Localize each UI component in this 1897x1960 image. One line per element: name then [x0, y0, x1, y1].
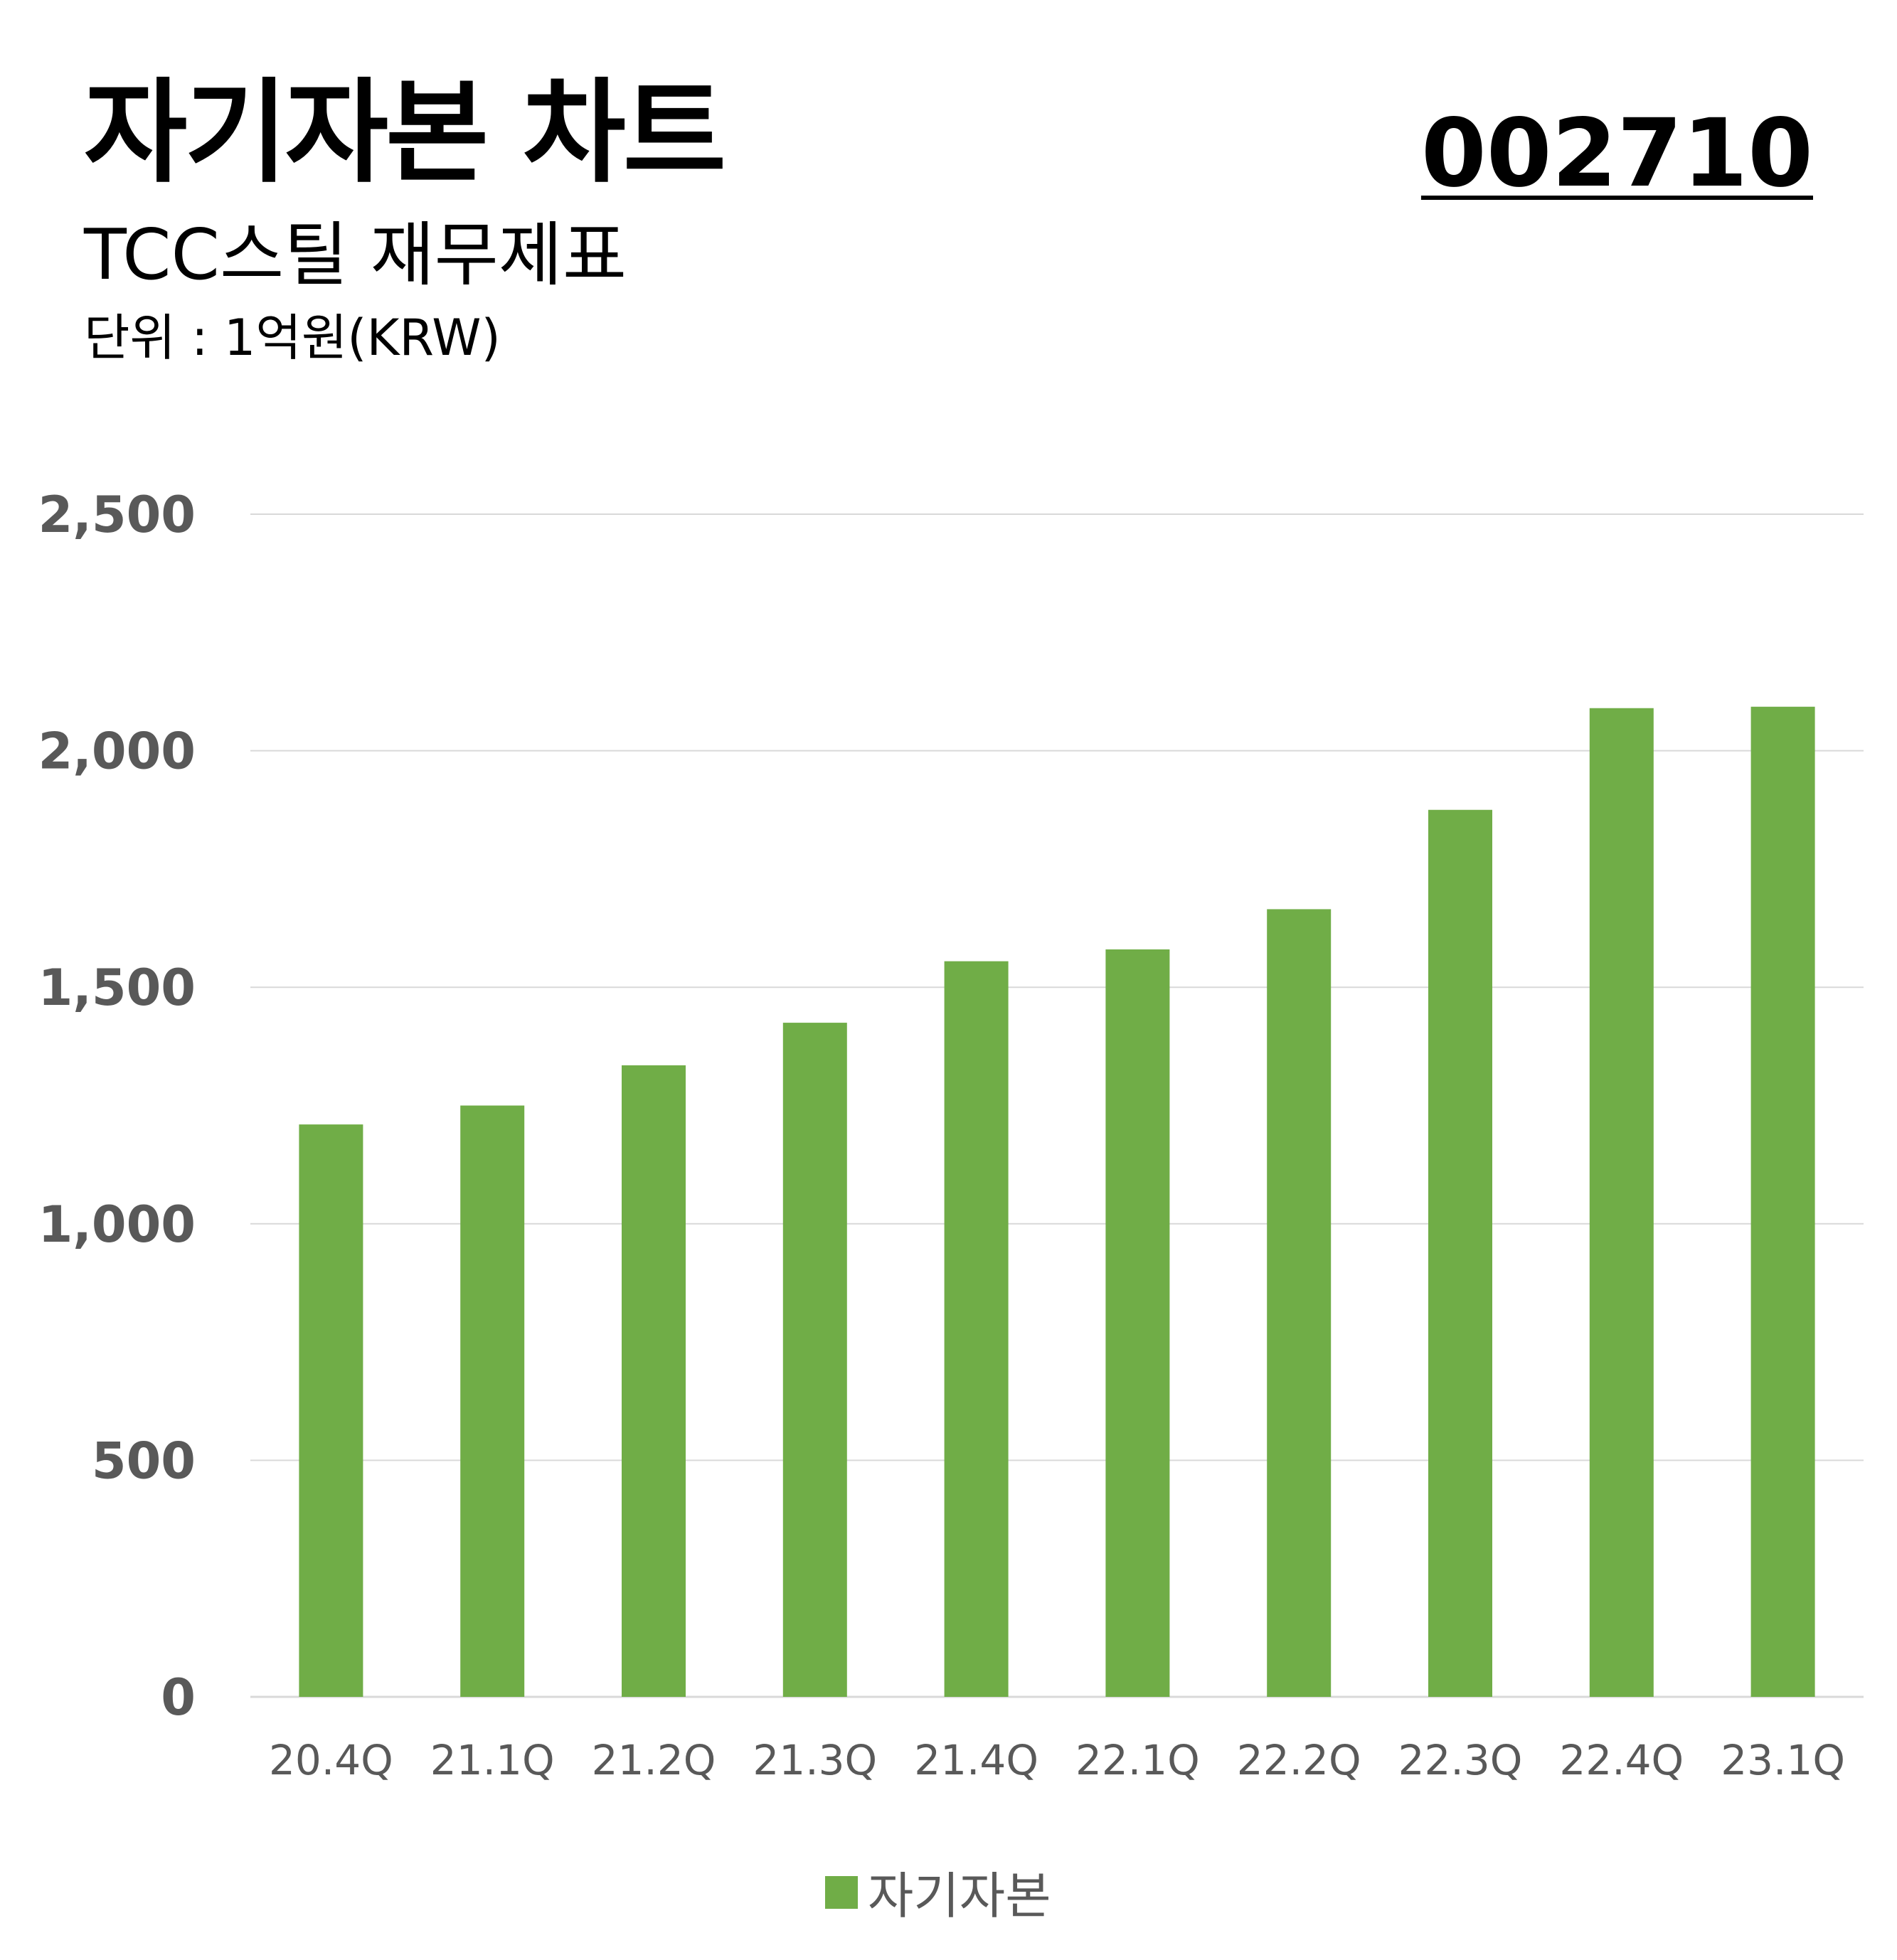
bar-21.2Q [622, 1065, 686, 1697]
x-tick-label: 22.1Q [1075, 1736, 1200, 1784]
legend-swatch [825, 1875, 858, 1909]
y-tick-label: 1,500 [38, 959, 196, 1017]
x-tick-label: 22.3Q [1398, 1736, 1523, 1784]
y-tick-label: 500 [92, 1432, 196, 1490]
bar-21.1Q [460, 1105, 525, 1697]
y-tick-label: 0 [161, 1668, 196, 1727]
bar-22.1Q [1105, 949, 1170, 1697]
x-tick-label: 21.2Q [592, 1736, 716, 1784]
stock-code: 002710 [1420, 99, 1813, 208]
legend-label: 자기자본 [868, 1867, 1051, 1925]
bar-22.2Q [1267, 909, 1332, 1697]
y-tick-label: 2,000 [38, 723, 196, 781]
bar-21.4Q [944, 961, 1009, 1697]
bar-21.3Q [782, 1023, 847, 1697]
y-tick-label: 1,000 [38, 1195, 196, 1254]
x-tick-label: 21.1Q [430, 1736, 555, 1784]
unit-label: 단위 : 1억원(KRW) [84, 309, 501, 367]
x-tick-label: 22.2Q [1237, 1736, 1361, 1784]
x-tick-label: 21.3Q [753, 1736, 877, 1784]
y-tick-label: 2,500 [38, 486, 196, 544]
bar-23.1Q [1750, 706, 1815, 1698]
x-tick-label: 20.4Q [269, 1736, 393, 1784]
chart-title: 자기자본 차트 [84, 68, 726, 198]
bar-22.3Q [1428, 809, 1492, 1697]
x-tick-label: 21.4Q [914, 1736, 1038, 1784]
chart-subtitle: TCC스틸 재무제표 [84, 215, 627, 296]
bar-22.4Q [1589, 708, 1654, 1698]
legend: 자기자본 [825, 1856, 1051, 1928]
bar-20.4Q [299, 1124, 363, 1697]
x-tick-label: 22.4Q [1559, 1736, 1684, 1784]
x-tick-label: 23.1Q [1721, 1736, 1845, 1784]
